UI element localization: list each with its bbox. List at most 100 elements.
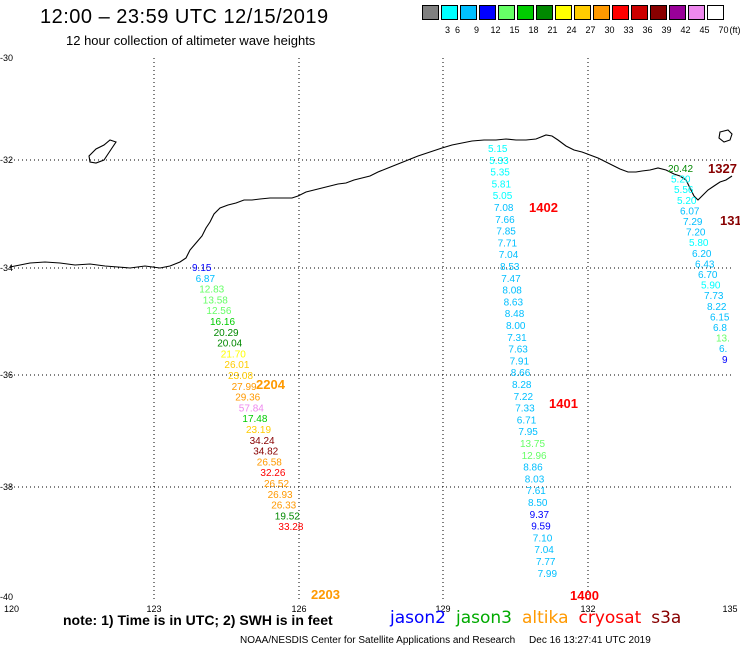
- wave-height-value: 23.19: [246, 425, 271, 436]
- wave-height-value: 6.20: [692, 249, 712, 260]
- scale-label: 21: [547, 25, 558, 35]
- scale-label: 3: [444, 25, 450, 35]
- wave-height-value: 7.91: [510, 356, 530, 367]
- lon-label: 132: [580, 604, 595, 614]
- wave-height-value: 5.20: [671, 175, 691, 186]
- wave-height-value: 5.15: [488, 144, 508, 155]
- wave-height-value: 7.85: [496, 227, 516, 238]
- longitude-labels: 120 123 126 129 132 135: [4, 604, 738, 614]
- scale-swatch: [498, 5, 515, 20]
- wave-height-value: 7.99: [538, 569, 558, 580]
- scale-unit: (ft): [729, 25, 740, 35]
- wave-height-value: 20.04: [217, 339, 242, 350]
- wave-height-value: 7.71: [498, 238, 518, 249]
- wave-height-value: 7.08: [494, 203, 514, 214]
- wave-height-value: 7.33: [515, 404, 535, 415]
- wave-height-value: 8.08: [502, 286, 522, 297]
- wave-height-value: 5.35: [490, 168, 510, 179]
- pass-time-label: 1327: [708, 161, 737, 176]
- wave-height-value: 5.81: [492, 179, 512, 190]
- pass-time-label: 131: [720, 213, 740, 228]
- scale-swatch: [536, 5, 553, 20]
- wave-height-value: 12.83: [199, 285, 224, 296]
- wave-height-value: 13.: [716, 334, 730, 345]
- wave-height-value: 7.77: [536, 557, 556, 568]
- wave-height-value: 21.70: [221, 349, 246, 360]
- wave-height-value: 12.56: [206, 306, 231, 317]
- lat-lon-grid: [10, 58, 732, 600]
- scale-swatch: [631, 5, 648, 20]
- wave-height-value: 17.48: [242, 414, 267, 425]
- scale-swatch: [479, 5, 496, 20]
- scale-label: 39: [661, 25, 672, 35]
- wave-height-value: 9.15: [192, 263, 212, 274]
- wave-height-value: 7.22: [514, 392, 534, 403]
- scale-label: 42: [680, 25, 691, 35]
- wave-height-value: 8.03: [525, 474, 545, 485]
- legend-entry: cryosat: [578, 608, 642, 628]
- scale-swatch: [593, 5, 610, 20]
- legend-entry: jason3: [456, 608, 512, 628]
- wave-height-value: 8.22: [707, 302, 727, 313]
- wave-height-value: 6.43: [695, 259, 715, 270]
- pass-time-label: 1401: [549, 396, 578, 411]
- wave-height-value: 13.58: [203, 295, 228, 306]
- wave-height-value: 7.20: [686, 228, 706, 239]
- scale-swatch: [669, 5, 686, 20]
- scale-swatch: [460, 5, 477, 20]
- footer: NOAA/NESDIS Center for Satellite Applica…: [240, 635, 651, 646]
- wave-height-value: 8.28: [512, 380, 532, 391]
- pass-time-label: 2204: [256, 377, 286, 392]
- lon-label: 126: [291, 604, 306, 614]
- wave-height-value: 27.99: [232, 382, 257, 393]
- wave-height-value: 6.70: [698, 270, 718, 281]
- wave-height-value: 9.37: [530, 510, 550, 521]
- wave-height-value: 33.28: [278, 522, 303, 533]
- scale-swatch: [574, 5, 591, 20]
- scale-label: 30: [604, 25, 615, 35]
- scale-label: 9: [473, 25, 479, 35]
- footer-credit: NOAA/NESDIS Center for Satellite Applica…: [240, 635, 516, 646]
- satellite-legend: jason2 jason3 altika cryosat s3a: [390, 608, 691, 628]
- wave-height-value: 8.66: [511, 368, 531, 379]
- scale-swatch: [688, 5, 705, 20]
- scale-label: 6: [454, 25, 460, 35]
- wave-height-value: 6.15: [710, 312, 730, 323]
- lon-label: 135: [722, 604, 737, 614]
- wave-height-value: 6.8: [713, 323, 727, 334]
- wave-height-value: 6.: [719, 344, 727, 355]
- wave-height-value: 5.05: [493, 191, 513, 202]
- australia-south-coastline: [9, 134, 733, 269]
- latitude-labels: -30 -32 -34 -36 -38 -40: [0, 53, 13, 602]
- wave-height-value: 9.59: [531, 522, 551, 533]
- legend-entry: altika: [522, 608, 569, 628]
- lat-label: -34: [0, 263, 13, 273]
- legend-entry: s3a: [651, 608, 682, 628]
- scale-swatch: [441, 5, 458, 20]
- wave-height-value: 9: [722, 355, 728, 366]
- island-outline: [718, 129, 733, 143]
- scale-swatch: [707, 5, 724, 20]
- wave-height-value: 5.33: [489, 156, 509, 167]
- wave-height-value: 7.73: [704, 291, 724, 302]
- wave-height-value: 34.24: [250, 436, 275, 447]
- wave-height-value: 7.29: [683, 217, 703, 228]
- wave-height-value: 6.07: [680, 206, 700, 217]
- wave-height-value: 26.52: [264, 479, 289, 490]
- wave-height-value: 16.16: [210, 317, 235, 328]
- map-subtitle: 12 hour collection of altimeter wave hei…: [66, 33, 316, 48]
- lon-label: 120: [4, 604, 19, 614]
- wave-height-value: 8.48: [505, 309, 525, 320]
- pass-time-label: 2203: [311, 587, 340, 602]
- wave-height-value: 20.42: [668, 164, 693, 175]
- scale-label: 70: [718, 25, 729, 35]
- map-title: 12:00 – 23:59 UTC 12/15/2019: [40, 6, 329, 28]
- wave-height-value: 23.08: [228, 371, 253, 382]
- scale-label: 24: [566, 25, 577, 35]
- scale-swatch: [517, 5, 534, 20]
- wave-height-value: 26.58: [257, 457, 282, 468]
- wave-height-value: 13.75: [520, 439, 545, 450]
- lat-label: -38: [0, 482, 13, 492]
- scale-label: 15: [509, 25, 520, 35]
